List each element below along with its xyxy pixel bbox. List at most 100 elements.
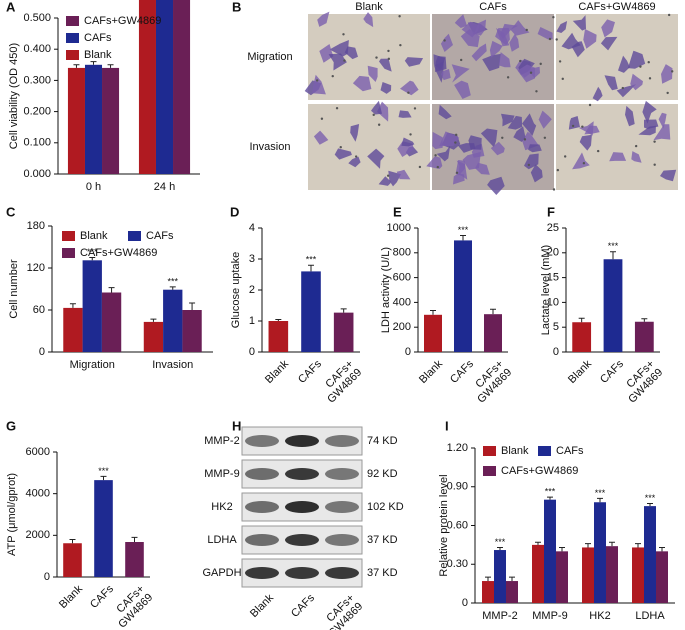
error-bar xyxy=(509,576,515,582)
stained-cell xyxy=(329,40,349,57)
stained-cell xyxy=(352,75,372,92)
panel-letter: F xyxy=(547,204,555,219)
y-tick-label: 15 xyxy=(547,272,559,284)
stained-cell xyxy=(344,46,358,60)
y-tick-label: 400 xyxy=(393,296,411,308)
y-tick-label: 2000 xyxy=(26,529,50,541)
bar xyxy=(424,314,442,352)
legend-swatch xyxy=(483,466,496,476)
bar xyxy=(173,0,191,175)
significance: *** xyxy=(545,486,556,496)
stained-cell xyxy=(313,130,329,145)
blot-band xyxy=(245,567,279,579)
bar xyxy=(138,0,156,174)
pore xyxy=(621,86,625,90)
pore xyxy=(539,62,542,66)
panel-letter: A xyxy=(6,0,16,14)
stained-cell xyxy=(517,64,535,83)
stained-cell xyxy=(630,73,643,91)
bar xyxy=(544,499,556,603)
pore xyxy=(455,171,459,174)
pore xyxy=(436,165,439,169)
bar xyxy=(556,551,568,603)
y-axis-label: ATP (μmol/gprot) xyxy=(6,473,18,556)
stained-cell xyxy=(601,19,615,38)
error-bar xyxy=(647,503,653,507)
stained-cell xyxy=(509,33,520,52)
blot-band xyxy=(285,435,319,447)
x-tick-label: MMP-9 xyxy=(532,610,567,622)
y-tick-label: 0.500 xyxy=(23,12,51,24)
bar xyxy=(94,480,113,577)
stained-cell xyxy=(538,110,552,129)
y-tick-label: 2 xyxy=(249,284,255,296)
legend-swatch xyxy=(62,248,75,258)
significance: *** xyxy=(495,537,506,547)
bar xyxy=(634,321,654,352)
error-bar xyxy=(497,546,503,551)
stained-cell xyxy=(378,176,391,186)
x-tick-label: 24 h xyxy=(154,181,175,193)
pore xyxy=(372,113,375,117)
pore xyxy=(543,136,547,139)
bar xyxy=(506,581,518,603)
y-tick-label: 800 xyxy=(393,247,411,259)
error-bar xyxy=(641,318,648,322)
pore xyxy=(387,57,391,61)
significance: *** xyxy=(645,493,656,503)
error-bar xyxy=(131,536,138,542)
error-bar xyxy=(610,251,616,260)
error-bar xyxy=(150,318,157,322)
y-tick-label: 10 xyxy=(547,296,559,308)
error-bar xyxy=(535,541,541,545)
pore xyxy=(386,174,390,177)
blot-band xyxy=(245,501,279,513)
stained-cell xyxy=(371,100,382,115)
pore xyxy=(556,168,560,172)
pore xyxy=(667,13,671,17)
y-tick-label: 120 xyxy=(27,262,45,274)
pore xyxy=(354,155,358,158)
pore xyxy=(320,117,324,120)
stained-cell xyxy=(348,156,361,168)
stained-cell xyxy=(388,170,401,187)
stained-cell xyxy=(592,86,603,102)
legend-swatch xyxy=(483,446,496,456)
error-bar xyxy=(69,539,76,544)
pore xyxy=(561,77,564,81)
pore xyxy=(407,91,410,94)
protein-label: MMP-9 xyxy=(204,468,239,480)
pore xyxy=(343,59,346,62)
y-axis-label: Relative protein level xyxy=(438,474,450,576)
y-axis-label: Glucose uptake xyxy=(230,252,242,328)
blot-band xyxy=(325,567,359,579)
panel-letter: H xyxy=(232,418,241,433)
pore xyxy=(647,61,650,64)
stained-cell xyxy=(510,20,530,36)
pore xyxy=(443,39,446,42)
stained-cell xyxy=(537,27,553,40)
bar xyxy=(482,581,494,603)
error-bar xyxy=(69,303,76,308)
significance: *** xyxy=(87,247,98,257)
panel-letter: D xyxy=(230,204,239,219)
significance: *** xyxy=(608,241,619,251)
error-bar xyxy=(460,234,466,241)
blot-band xyxy=(285,534,319,546)
y-tick-label: 0 xyxy=(553,346,559,358)
y-tick-label: 0 xyxy=(249,346,255,358)
protein-label: LDHA xyxy=(207,534,237,546)
bar xyxy=(155,0,174,175)
blot-band xyxy=(285,567,319,579)
pore xyxy=(413,107,417,110)
blot-band xyxy=(245,534,279,546)
micrograph xyxy=(556,104,678,190)
protein-label: HK2 xyxy=(211,501,232,513)
bar xyxy=(644,506,656,603)
stained-cell xyxy=(438,104,452,120)
legend-label: CAFs+GW4869 xyxy=(84,15,161,27)
stained-cell xyxy=(453,173,465,185)
y-tick-label: 1 xyxy=(249,315,255,327)
bar xyxy=(532,544,544,603)
legend-label: CAFs+GW4869 xyxy=(80,247,157,259)
